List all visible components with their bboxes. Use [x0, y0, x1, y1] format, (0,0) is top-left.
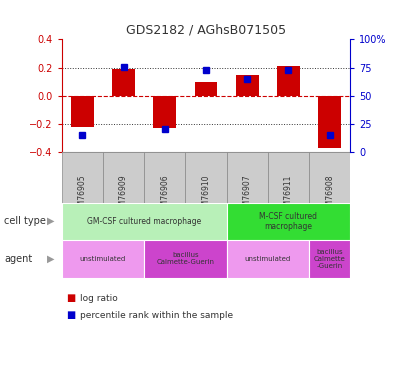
Bar	[112, 69, 135, 96]
Bar	[268, 152, 309, 202]
Bar	[62, 240, 144, 278]
Text: bacillus
Calmette
-Guerin: bacillus Calmette -Guerin	[314, 249, 345, 269]
Text: GSM76907: GSM76907	[243, 175, 252, 216]
Text: GSM76910: GSM76910	[201, 175, 211, 216]
Bar	[185, 152, 226, 202]
Bar	[62, 202, 226, 240]
Text: M-CSF cultured
macrophage: M-CSF cultured macrophage	[259, 211, 318, 231]
Title: GDS2182 / AGhsB071505: GDS2182 / AGhsB071505	[126, 24, 286, 37]
Text: GM-CSF cultured macrophage: GM-CSF cultured macrophage	[87, 217, 201, 226]
Text: log ratio: log ratio	[80, 294, 117, 303]
Bar	[226, 240, 309, 278]
Text: unstimulated: unstimulated	[80, 256, 126, 262]
Bar	[236, 75, 259, 96]
Bar	[71, 96, 94, 127]
Text: ■: ■	[66, 310, 75, 320]
Bar	[103, 152, 144, 202]
Text: ▶: ▶	[47, 254, 55, 264]
Text: ▶: ▶	[47, 216, 55, 226]
Bar	[309, 240, 350, 278]
Bar	[226, 152, 268, 202]
Bar	[226, 202, 350, 240]
Text: percentile rank within the sample: percentile rank within the sample	[80, 310, 233, 320]
Bar	[318, 96, 341, 148]
Bar	[309, 152, 350, 202]
Text: GSM76909: GSM76909	[119, 175, 128, 216]
Text: cell type: cell type	[4, 216, 46, 226]
Bar	[144, 152, 185, 202]
Bar	[62, 152, 103, 202]
Bar	[144, 240, 226, 278]
Text: GSM76906: GSM76906	[160, 175, 169, 216]
Text: unstimulated: unstimulated	[245, 256, 291, 262]
Text: GSM76911: GSM76911	[284, 175, 293, 216]
Bar	[277, 66, 300, 96]
Text: bacillus
Calmette-Guerin: bacillus Calmette-Guerin	[156, 252, 215, 265]
Bar	[153, 96, 176, 128]
Bar	[195, 82, 217, 96]
Text: agent: agent	[4, 254, 32, 264]
Text: GSM76908: GSM76908	[325, 175, 334, 216]
Text: ■: ■	[66, 293, 75, 303]
Text: GSM76905: GSM76905	[78, 175, 87, 216]
